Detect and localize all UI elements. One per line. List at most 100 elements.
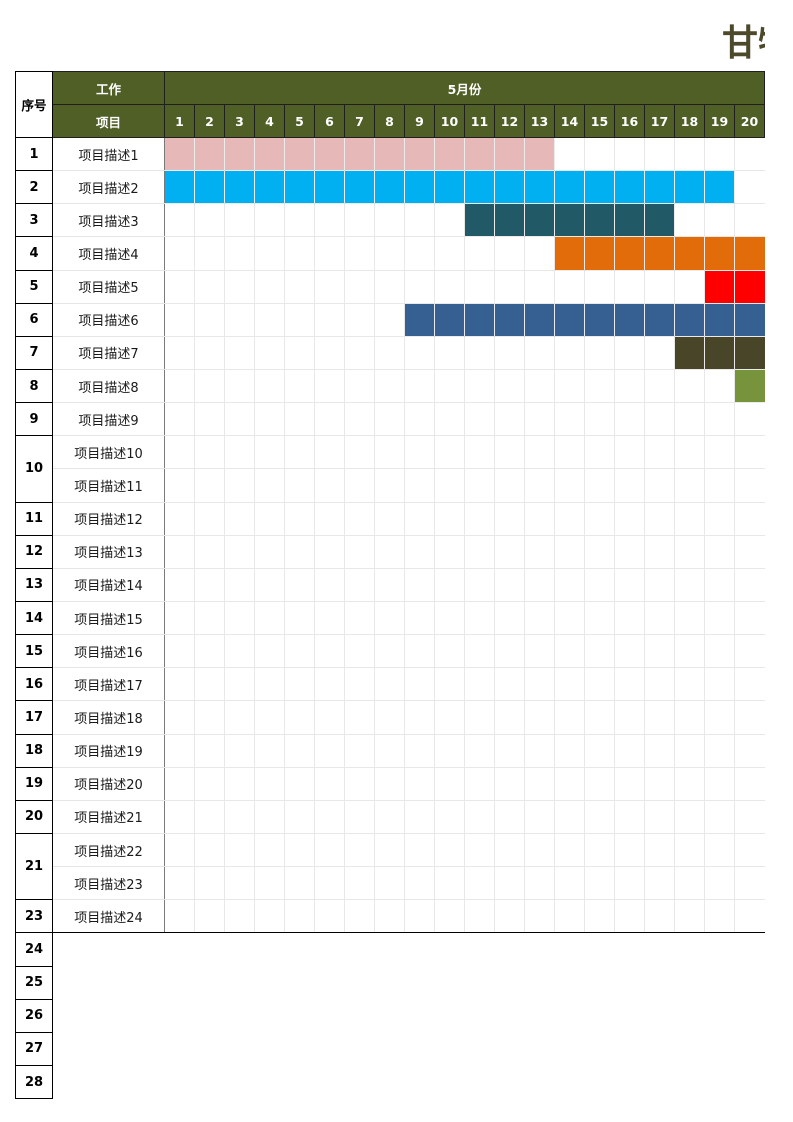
grid-cell [584,700,615,735]
gantt-bar-segment [434,170,465,205]
grid-cell [584,502,615,536]
grid-cell [164,601,195,636]
grid-cell [404,236,435,271]
seq-cell: 8 [15,369,53,404]
grid-cell [434,369,465,404]
grid-cell [644,767,675,801]
grid-cell [524,700,555,735]
grid-cell [344,336,375,370]
grid-cell [524,800,555,834]
grid-cell [434,336,465,370]
day-header: 8 [374,104,405,138]
grid-cell [674,800,705,834]
grid-cell [494,435,525,470]
task-description: 项目描述24 [52,899,165,934]
gantt-bar-segment [614,203,645,238]
grid-cell [464,767,495,801]
grid-cell [704,468,735,503]
table-row: 7 项目描述7 [15,336,765,370]
grid-cell [374,833,405,868]
grid-cell [314,767,345,801]
seq-cell: 18 [15,734,53,768]
grid-cell [344,270,375,304]
grid-cell [284,303,315,337]
grid-cell [194,833,225,868]
grid-cell [254,568,285,602]
grid-cell [284,767,315,801]
grid-cell [584,833,615,868]
grid-cell [164,336,195,370]
grid-cell [194,535,225,569]
grid-cell [644,402,675,437]
grid-cell [284,667,315,702]
grid-cell [224,369,255,404]
grid-cell [344,800,375,834]
grid-cell [674,833,705,868]
grid-cell [464,502,495,536]
grid-cell [644,270,675,304]
grid-cell [734,435,765,470]
grid-cell [284,568,315,602]
grid-cell [374,767,405,801]
task-description: 项目描述18 [52,700,165,735]
grid-cell [374,402,405,437]
grid-cell [494,468,525,503]
grid-cell [314,336,345,370]
grid-cell [704,435,735,470]
grid-cell [284,535,315,569]
grid-cell [464,601,495,636]
grid-cell [404,369,435,404]
grid-cell [434,502,465,536]
grid-cell [164,435,195,470]
grid-cell [284,402,315,437]
grid-cell [554,468,585,503]
task-description: 项目描述15 [52,601,165,636]
grid-cell [644,601,675,636]
grid-cell [434,601,465,636]
grid-cell [554,369,585,404]
seq-cell: 4 [15,236,53,271]
grid-cell [374,899,405,934]
grid-cell [704,667,735,702]
table-row: 13 项目描述14 [15,568,765,602]
grid-cell [704,767,735,801]
grid-cell [734,402,765,437]
grid-cell [374,601,405,636]
grid-cell [404,402,435,437]
grid-cell [284,601,315,636]
grid-cell [674,866,705,901]
grid-cell [554,734,585,768]
grid-cell [314,899,345,934]
gantt-bar-segment [494,137,525,172]
grid-cell [284,833,315,868]
grid-cell [614,800,645,834]
gantt-bar-segment [734,303,765,337]
grid-cell [284,700,315,735]
gantt-bar-segment [434,137,465,172]
grid-cell [464,369,495,404]
grid-cell [674,667,705,702]
grid-cell [554,800,585,834]
grid-cell [224,866,255,901]
grid-cell [194,468,225,503]
grid-cell [284,336,315,370]
grid-cell [224,270,255,304]
task-description: 项目描述12 [52,502,165,536]
grid-cell [434,468,465,503]
grid-cell [434,800,465,834]
grid-cell [254,336,285,370]
grid-cell [524,667,555,702]
gantt-table: 序号 工作 5月份 项目 1 2 3 4 5 6 7 8 9 10 11 12 13 14 15 16 17 18… [15,71,766,1100]
day-header: 3 [224,104,255,138]
grid-cell [314,270,345,304]
grid-cell [554,336,585,370]
task-description: 项目描述23 [52,866,165,901]
grid-cell [314,833,345,868]
grid-cell [284,435,315,470]
grid-cell [614,899,645,934]
grid-cell [254,270,285,304]
grid-cell [674,767,705,801]
gantt-bar-segment [224,170,255,205]
grid-cell [194,899,225,934]
grid-cell [464,866,495,901]
